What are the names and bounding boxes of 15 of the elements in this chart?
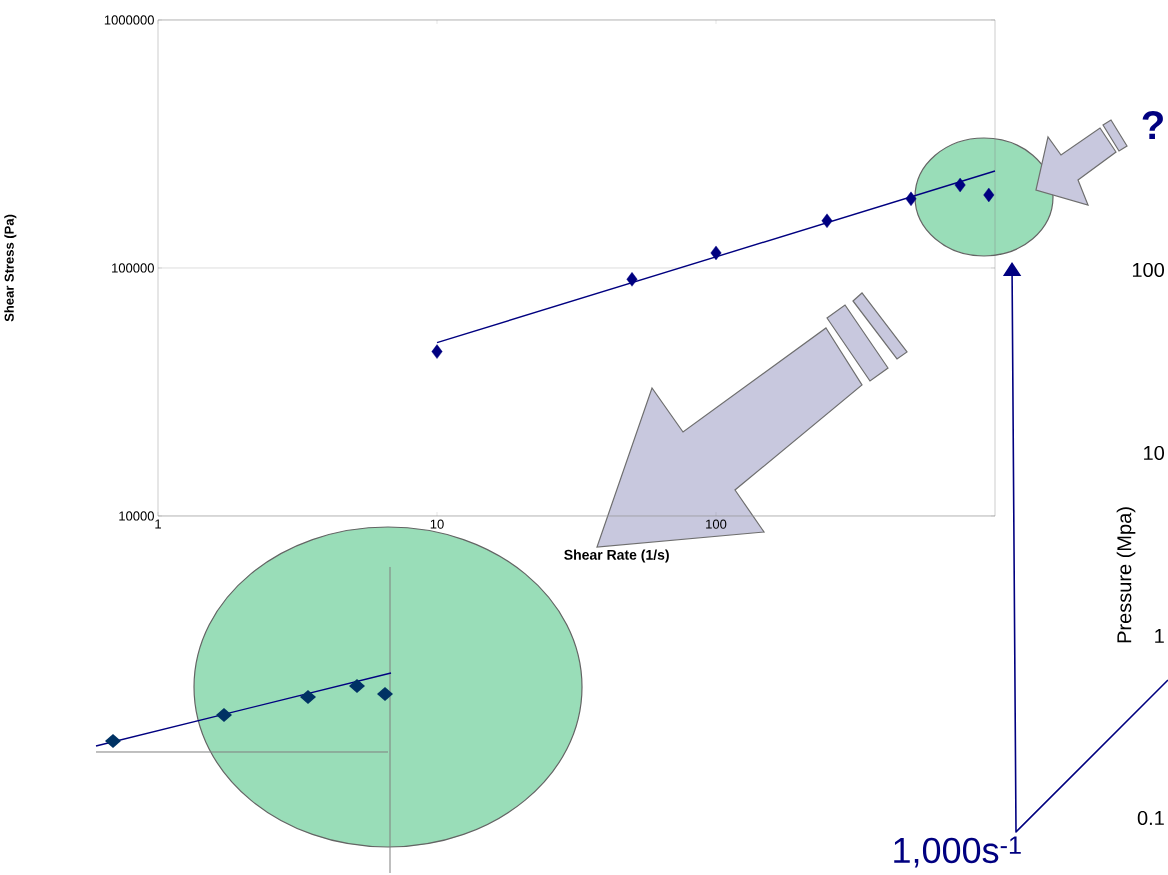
text: 100 — [1132, 262, 1165, 278]
text: Pressure (Mpa) — [1116, 507, 1136, 643]
text: 10 — [1144, 445, 1165, 461]
text: 1,000s$^{-1}$ — [894, 836, 1021, 868]
y-tick-label: 100000 — [112, 263, 154, 273]
text: ? — [1142, 111, 1163, 139]
x-axis-title: Shear Rate (1/s) — [564, 549, 669, 563]
text: 1 — [1155, 629, 1164, 643]
y-tick-label: 10000 — [119, 511, 154, 521]
y-axis-title: Shear Stress (Pa) — [4, 214, 17, 322]
x-tick-label: 1 — [155, 519, 161, 529]
x-tick-label: 10 — [430, 519, 444, 529]
text: 0.1 — [1137, 810, 1164, 826]
y-tick-label: 1000000 — [104, 15, 154, 25]
x-tick-label: 100 — [706, 519, 727, 529]
